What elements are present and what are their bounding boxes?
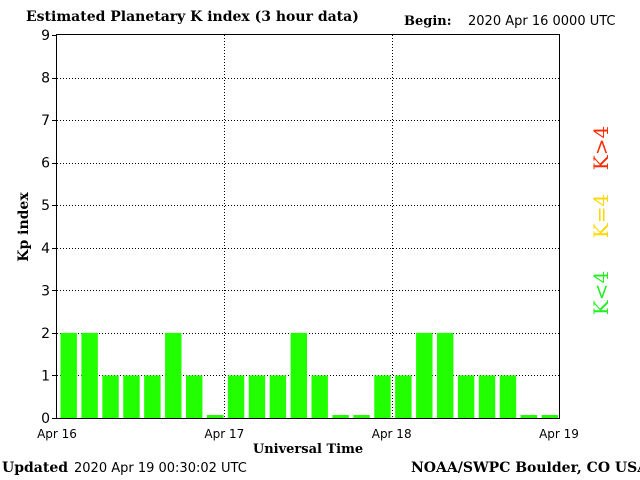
kp-bar xyxy=(144,375,161,418)
kp-bar xyxy=(206,415,224,418)
kp-bar xyxy=(81,332,98,418)
legend-k-lt-4: K<4 xyxy=(589,271,613,315)
kp-bar xyxy=(520,415,538,418)
kp-bar xyxy=(290,332,307,418)
y-tick-label: 9 xyxy=(41,28,50,44)
kp-bar xyxy=(227,375,245,418)
kp-bar xyxy=(248,375,266,418)
x-tick-label: Apr 16 xyxy=(37,427,77,441)
plot-frame xyxy=(56,34,560,419)
kp-bar xyxy=(541,415,558,418)
grid-lines xyxy=(57,35,559,418)
x-ticks: Apr 16 Apr 17 Apr 18 Apr 19 xyxy=(37,427,579,441)
y-tick-label: 0 xyxy=(41,411,50,427)
kp-bar xyxy=(165,332,182,418)
credit-text: NOAA/SWPC Boulder, CO USA xyxy=(411,460,640,476)
x-tick-label: Apr 18 xyxy=(372,427,412,441)
y-axis-label: Kp index xyxy=(16,192,32,262)
y-tick-label: 5 xyxy=(41,198,50,214)
kp-bar xyxy=(269,375,287,418)
kp-bar xyxy=(311,375,328,418)
bars xyxy=(60,332,558,418)
y-tick-label: 3 xyxy=(41,283,50,299)
kp-bar xyxy=(374,375,391,418)
kp-bar xyxy=(102,375,119,418)
y-tick-label: 7 xyxy=(41,113,50,129)
kp-bar xyxy=(457,375,475,418)
kp-bar xyxy=(353,415,370,418)
x-tick-label: Apr 19 xyxy=(539,427,579,441)
kp-bar xyxy=(332,415,349,418)
x-axis-label: Universal Time xyxy=(253,442,363,457)
updated-label: Updated xyxy=(2,460,69,476)
kp-bar xyxy=(123,375,140,418)
legend-k-eq-4: K=4 xyxy=(589,194,613,238)
kp-bar xyxy=(478,375,496,418)
updated-value: 2020 Apr 19 00:30:02 UTC xyxy=(74,461,247,476)
y-tick-label: 8 xyxy=(41,71,50,87)
kp-bar xyxy=(437,332,454,418)
legend-k-gt-4: K>4 xyxy=(589,126,613,170)
x-tick-label: Apr 17 xyxy=(204,427,244,441)
kp-bar xyxy=(186,375,203,418)
begin-value: 2020 Apr 16 0000 UTC xyxy=(468,14,616,29)
y-ticks: 0 1 2 3 4 5 6 7 8 9 xyxy=(41,28,57,427)
begin-label: Begin: xyxy=(404,14,452,29)
kp-bar xyxy=(416,332,433,418)
y-tick-label: 2 xyxy=(41,326,50,342)
y-tick-label: 6 xyxy=(41,156,50,172)
chart-title: Estimated Planetary K index (3 hour data… xyxy=(26,9,359,25)
kp-bar xyxy=(499,375,517,418)
kp-bar xyxy=(395,375,412,418)
kp-bar xyxy=(60,332,77,418)
y-tick-label: 1 xyxy=(41,368,50,384)
y-tick-label: 4 xyxy=(41,241,50,257)
